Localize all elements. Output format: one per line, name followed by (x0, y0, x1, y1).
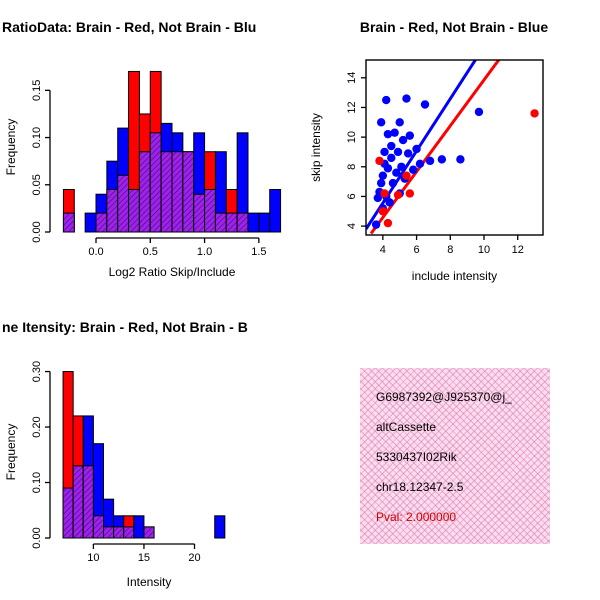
svg-text:1.0: 1.0 (197, 246, 212, 258)
svg-text:10: 10 (346, 131, 358, 143)
svg-text:RatioData: Brain - Red, Not Br: RatioData: Brain - Red, Not Brain - Blu (2, 19, 256, 35)
svg-text:Frequency: Frequency (4, 119, 18, 176)
svg-text:0.5: 0.5 (143, 246, 158, 258)
svg-text:15: 15 (138, 552, 150, 564)
svg-text:Intensity: Intensity (127, 575, 172, 589)
event-type-text: altCassette (376, 420, 437, 434)
svg-text:6: 6 (346, 193, 358, 199)
svg-text:0.10: 0.10 (31, 127, 43, 148)
svg-text:Frequency: Frequency (4, 424, 18, 481)
svg-text:skip intensity: skip intensity (309, 113, 323, 182)
svg-text:10: 10 (478, 244, 490, 256)
svg-text:0.20: 0.20 (31, 416, 43, 437)
svg-text:4: 4 (346, 223, 358, 229)
svg-text:12: 12 (512, 244, 524, 256)
pval-text: Pval: 2.000000 (376, 510, 457, 524)
svg-text:20: 20 (188, 552, 200, 564)
panel-ratio-histogram: RatioData: Brain - Red, Not Brain - Blu L… (0, 0, 300, 300)
gene-intensity-histogram: ne Itensity: Brain - Red, Not Brain - B I… (2, 319, 248, 589)
svg-text:0.30: 0.30 (31, 361, 43, 382)
svg-text:0.15: 0.15 (31, 80, 43, 101)
svg-text:8: 8 (346, 164, 358, 170)
gene-symbol-text: 5330437I02Rik (376, 450, 457, 464)
svg-text:12: 12 (346, 101, 358, 113)
svg-text:0.00: 0.00 (31, 221, 43, 242)
svg-text:ne Itensity: Brain - Red, Not: ne Itensity: Brain - Red, Not Brain - B (2, 319, 248, 335)
svg-text:6: 6 (414, 244, 420, 256)
svg-text:0.0: 0.0 (88, 246, 103, 258)
svg-text:0.10: 0.10 (31, 472, 43, 493)
panel-intensity-scatter: Brain - Red, Not Brain - Blue include int… (300, 0, 600, 300)
panel-gene-info: G6987392@J925370@j_ altCassette 5330437I… (300, 300, 600, 600)
svg-text:10: 10 (87, 552, 99, 564)
svg-text:4: 4 (380, 244, 386, 256)
svg-text:Brain - Red, Not Brain - Blue: Brain - Red, Not Brain - Blue (360, 19, 548, 35)
gene-info-box: G6987392@J925370@j_ altCassette 5330437I… (360, 368, 550, 544)
panel-gene-intensity-histogram: ne Itensity: Brain - Red, Not Brain - B I… (0, 300, 300, 600)
locus-text: chr18.12347-2.5 (376, 480, 464, 494)
svg-text:Log2 Ratio Skip/Include: Log2 Ratio Skip/Include (109, 265, 236, 279)
intensity-scatter-plot: Brain - Red, Not Brain - Blue include int… (309, 19, 548, 283)
svg-text:include intensity: include intensity (412, 269, 497, 283)
gene-id-text: G6987392@J925370@j_ (376, 390, 512, 404)
svg-text:0.05: 0.05 (31, 174, 43, 195)
ratio-histogram: RatioData: Brain - Red, Not Brain - Blu L… (2, 19, 282, 279)
svg-text:14: 14 (346, 72, 358, 84)
svg-text:1.5: 1.5 (251, 246, 266, 258)
svg-text:8: 8 (447, 244, 453, 256)
svg-text:0.00: 0.00 (31, 527, 43, 548)
